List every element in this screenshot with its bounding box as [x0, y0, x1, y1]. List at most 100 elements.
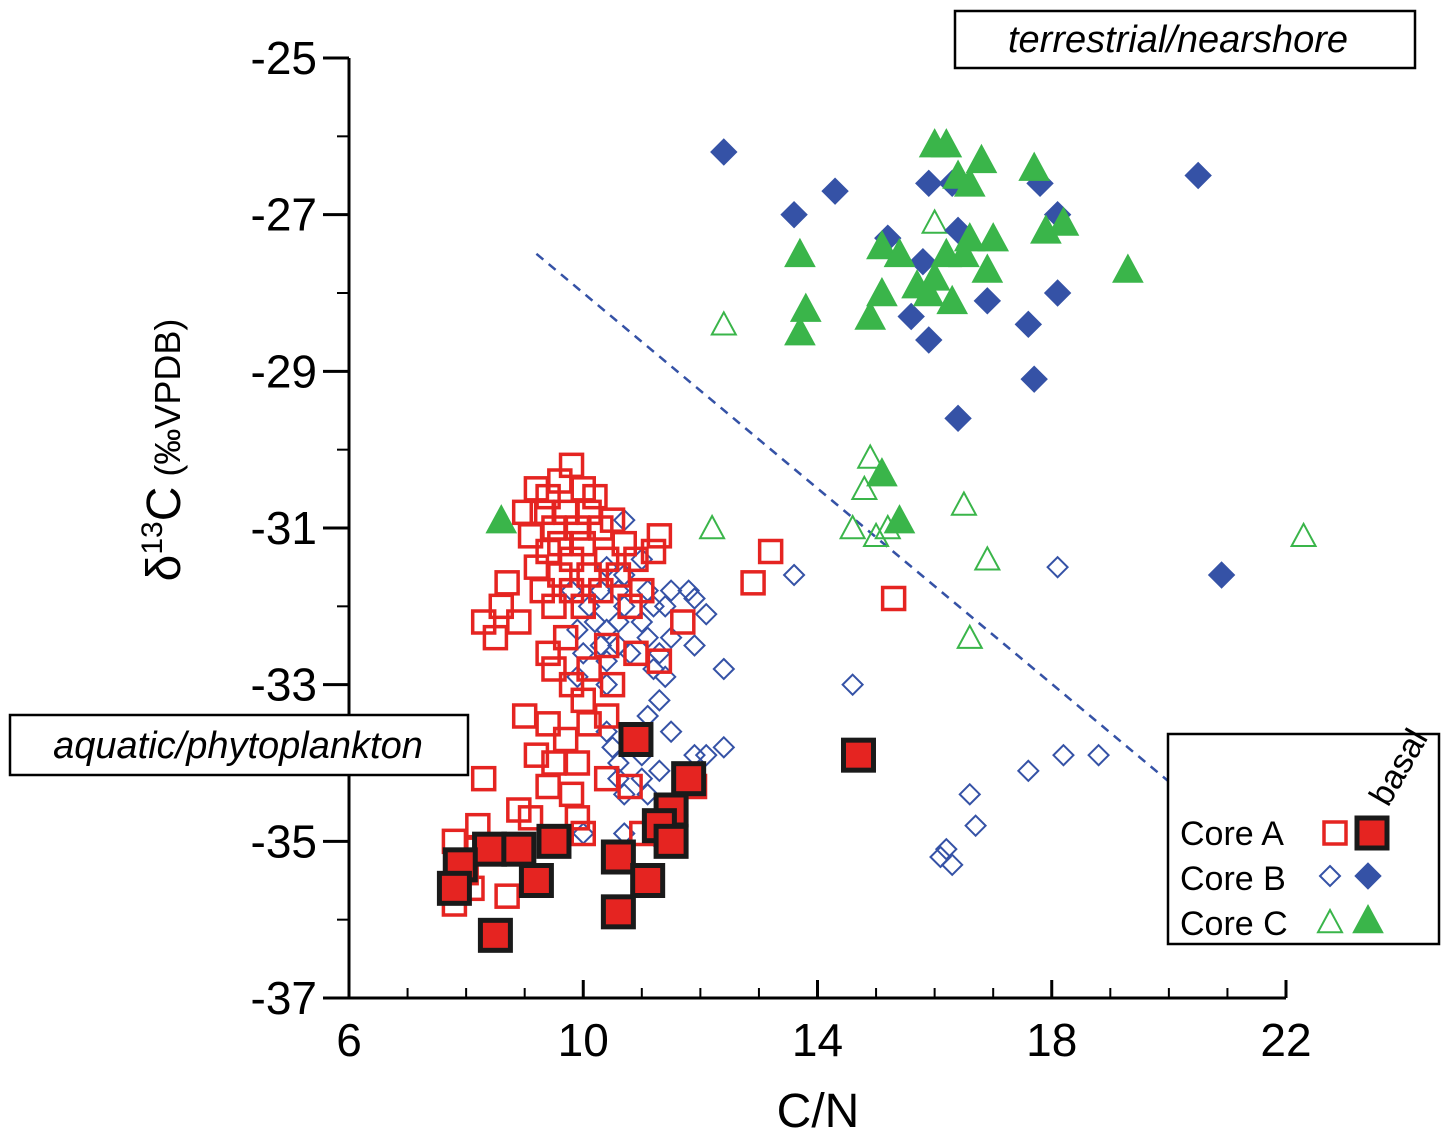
core-a-basal-point: [501, 831, 537, 867]
core-a-point: [617, 593, 643, 620]
legend-marker-core-b-basal: [1354, 862, 1382, 890]
core-a-point: [623, 546, 649, 573]
core-a-point: [599, 671, 626, 698]
core-b-basal-point: [915, 169, 943, 198]
terrestrial-label-box: [953, 9, 1417, 70]
legend-label-core-a: Core A: [1180, 815, 1284, 853]
core-c-basal-point: [883, 504, 916, 534]
core-b-basal-point: [915, 326, 943, 354]
core-b-point: [782, 563, 806, 587]
core-a-point: [646, 523, 673, 549]
core-c-basal-point: [953, 167, 986, 197]
core-b-basal-point: [710, 138, 738, 166]
core-b-point: [1087, 743, 1111, 767]
core-c-basal-point: [784, 316, 816, 346]
divider-line: [535, 252, 1176, 788]
core-a-point: [640, 538, 667, 565]
core-c-point: [710, 310, 738, 336]
core-b-basal-point: [780, 200, 808, 229]
core-b-point: [712, 735, 736, 759]
core-c-basal-point: [789, 292, 822, 322]
core-b-basal-point: [944, 404, 972, 433]
core-c-point: [838, 513, 867, 540]
y-tick-label: -35: [251, 815, 317, 867]
core-c-basal-point: [883, 237, 916, 268]
core-a-point: [740, 570, 766, 596]
core-a-point: [570, 593, 596, 620]
core-c-basal-point: [912, 276, 945, 307]
core-a-point: [593, 703, 620, 729]
core-c-basal-point: [936, 284, 969, 315]
core-c-basal-point: [784, 237, 816, 268]
core-c-basal-point: [854, 300, 887, 330]
core-a-point: [593, 765, 620, 792]
core-b-point: [1052, 743, 1075, 767]
aquatic-label: aquatic/phytoplankton: [53, 725, 423, 767]
core-a-point: [757, 538, 784, 565]
core-b-basal-point: [1043, 279, 1072, 307]
core-c-point: [950, 490, 978, 516]
core-c-basal-point: [866, 457, 898, 487]
core-a-basal-point: [436, 870, 472, 906]
core-a-point: [535, 773, 561, 800]
core-b-basal-point: [1014, 310, 1043, 339]
legend-marker-core-c-open: [1316, 907, 1344, 934]
core-b-basal-point: [821, 177, 849, 205]
core-b-point: [677, 579, 701, 603]
core-a-point: [564, 750, 591, 776]
core-a-point: [576, 656, 602, 682]
core-a-point: [494, 570, 520, 596]
core-b-point: [929, 845, 952, 869]
core-b-point: [683, 634, 706, 657]
core-a-point: [494, 883, 520, 909]
y-axis-title-main: C: [138, 487, 191, 522]
legend-marker-core-b-open: [1318, 864, 1342, 888]
core-a-point: [535, 483, 561, 510]
core-a-point: [517, 805, 544, 831]
data-points: [436, 128, 1318, 953]
core-b-point: [595, 618, 619, 642]
core-c-point: [850, 474, 879, 501]
core-b-point: [694, 602, 718, 626]
core-a-point: [523, 742, 550, 768]
core-a-point: [488, 593, 515, 620]
core-a-point: [588, 577, 614, 604]
core-c-basal-point: [1047, 206, 1080, 236]
core-c-point: [956, 623, 984, 649]
x-axis-title: C/N: [777, 1085, 860, 1138]
core-c-basal-point: [866, 276, 898, 307]
core-a-basal-point: [518, 863, 554, 898]
core-c-point: [1289, 521, 1318, 548]
core-a-point: [558, 781, 585, 808]
core-a-basal-point: [671, 761, 707, 797]
core-a-point: [552, 726, 579, 753]
core-a-point: [582, 483, 608, 510]
x-tick-label: 6: [336, 1014, 362, 1066]
y-tick-label: -27: [251, 189, 317, 241]
legend-marker-core-a-open: [1322, 820, 1348, 846]
core-a-basal-point: [477, 917, 513, 953]
core-a-point: [506, 609, 532, 635]
core-b-basal-point: [897, 302, 925, 331]
y-axis-title-units: (‰VPDB): [147, 319, 188, 477]
core-c-point: [698, 513, 726, 540]
core-b-point: [934, 837, 958, 861]
core-b-point: [659, 579, 683, 603]
core-b-basal-point: [1184, 161, 1212, 190]
core-b-point: [647, 688, 671, 712]
core-a-point: [576, 711, 602, 737]
aquatic-label-box: [8, 713, 470, 777]
terrestrial-label: terrestrial/nearshore: [1008, 19, 1348, 61]
y-tick-label: -29: [251, 345, 317, 397]
core-b-point: [1046, 555, 1070, 579]
core-a-point: [605, 562, 632, 588]
core-c-point: [862, 521, 890, 548]
core-a-point: [517, 523, 544, 549]
tick-group: -25 -27 -29 -31 -33 -35 -37 6 10 14 18 22: [251, 32, 1312, 1066]
core-a-point: [541, 656, 567, 682]
core-a-point: [588, 515, 614, 541]
core-a-point: [880, 585, 907, 612]
core-a-basal-point: [840, 737, 876, 773]
core-c-basal-point: [1112, 253, 1144, 283]
